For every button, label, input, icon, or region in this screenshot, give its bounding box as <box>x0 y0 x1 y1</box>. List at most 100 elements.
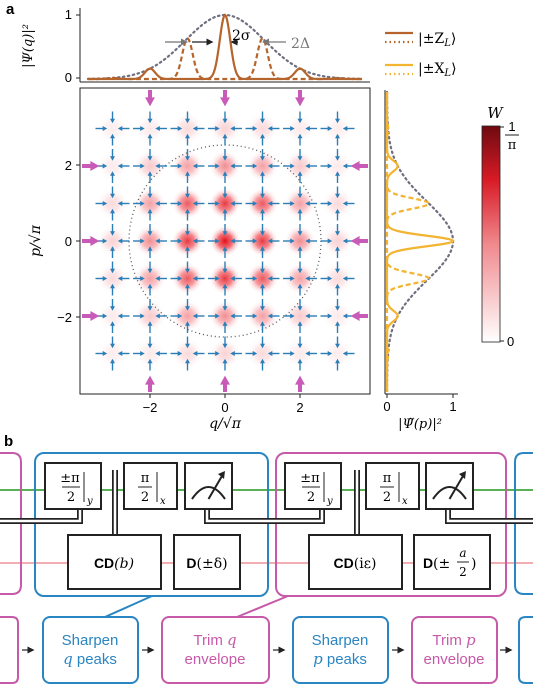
flow-arrow <box>320 276 333 281</box>
wigner-peak <box>96 337 129 370</box>
wigner-peak <box>96 112 129 145</box>
flow-arrow <box>110 283 115 296</box>
side-plot: 0 1 |Ψ̃(p)|² <box>383 90 458 432</box>
flow-arrow <box>155 201 167 206</box>
flow-arrows <box>95 111 355 371</box>
flow-arrow <box>185 321 190 333</box>
flow-arrow <box>222 149 228 161</box>
flow-arrow <box>170 238 183 244</box>
flow-arrow <box>192 201 205 206</box>
flow-arrow <box>335 171 340 183</box>
flow-arrow <box>222 336 228 349</box>
flow-arrow <box>260 261 265 274</box>
svg-text:Trim q: Trim q <box>193 631 236 649</box>
flow-arrow <box>267 351 280 356</box>
flow-arrow <box>185 186 190 199</box>
svg-text:±π: ±π <box>60 471 80 486</box>
wigner-peak <box>284 225 316 257</box>
flow-arrow <box>230 351 242 356</box>
wigner-peak <box>246 187 279 220</box>
flow-arrow <box>185 283 190 296</box>
flow-arrow <box>335 246 340 258</box>
step-sharpen-p: Sharpen p peaks <box>292 616 389 684</box>
flow-arrow <box>208 201 220 206</box>
wigner-peak <box>321 150 354 182</box>
main-xlabel: q/√π <box>209 416 242 432</box>
flow-arrow <box>133 351 145 356</box>
flow-arrow <box>155 163 167 169</box>
flow-arrow <box>208 276 220 281</box>
flow-arrow <box>297 299 303 311</box>
side-xlabel: |Ψ̃(p)|² <box>398 417 442 432</box>
colorbar-top-den: π <box>508 138 517 153</box>
flow-arrow <box>155 313 167 319</box>
flow-arrow <box>185 224 190 236</box>
flow-arrow <box>222 358 228 371</box>
flow-arrow <box>117 163 130 169</box>
flow-arrow <box>185 208 190 221</box>
legend-z-label: |±ZL⟩ <box>418 31 456 49</box>
flow-arrow <box>230 126 242 131</box>
legend-x-label: |±XL⟩ <box>418 61 457 79</box>
flow-arrow <box>342 201 355 206</box>
flow-arrow <box>335 321 340 333</box>
flow-arrow <box>222 111 228 124</box>
flow-arrow <box>192 126 205 131</box>
svg-text:2: 2 <box>67 490 75 505</box>
pump-arrow <box>82 161 100 171</box>
main-xtick-0: 0 <box>221 400 228 415</box>
wigner-peak <box>246 225 279 257</box>
pump-arrow <box>145 375 155 392</box>
flow-arrow <box>230 238 242 244</box>
pump-arrow <box>295 90 305 107</box>
flow-arrow <box>335 208 340 221</box>
side-envelope-curve <box>385 90 455 394</box>
pump-arrow <box>220 90 230 107</box>
svg-text:2: 2 <box>307 490 315 505</box>
flow-arrow <box>147 299 153 311</box>
flow-arrow <box>110 321 115 333</box>
flow-arrow <box>133 313 145 319</box>
flow-arrow <box>192 238 205 244</box>
wigner-peak <box>171 187 204 220</box>
wigner-peak <box>246 337 279 370</box>
flow-arrow <box>335 133 340 146</box>
flow-arrow <box>192 313 205 319</box>
colorbar-bottom: 0 <box>507 334 514 349</box>
flow-arrow <box>110 186 115 199</box>
flow-arrow <box>147 246 153 258</box>
flow-arrow <box>147 111 153 124</box>
svg-text:D: D <box>423 555 433 571</box>
flow-arrow <box>133 201 145 206</box>
flow-arrow <box>95 351 108 356</box>
flow-arrow <box>230 201 242 206</box>
wigner-peak <box>171 112 204 145</box>
flow-arrow <box>283 126 295 131</box>
flow-arrow <box>260 283 265 296</box>
wigner-peak <box>284 300 316 332</box>
flow-arrow <box>245 351 258 356</box>
flow-arrow <box>297 336 303 349</box>
wigner-peak <box>209 112 241 145</box>
flow-arrow <box>208 238 220 244</box>
flow-arrow <box>260 149 265 161</box>
flow-arrow <box>117 351 130 356</box>
svg-text:envelope: envelope <box>185 651 246 668</box>
svg-text:Sharpen: Sharpen <box>312 632 369 649</box>
wigner-peak <box>246 300 279 332</box>
displacement-gate-2: D (± a 2 ) <box>413 534 491 590</box>
flow-arrow <box>147 186 153 199</box>
main-xtick-neg2: −2 <box>143 400 158 415</box>
flow-arrow <box>117 313 130 319</box>
flow-arrow <box>297 149 303 161</box>
wigner-peaks <box>96 112 354 370</box>
top-envelope-curve <box>86 13 364 80</box>
flow-arrow <box>245 163 258 169</box>
top-ytick-1: 1 <box>65 7 72 22</box>
flow-arrow <box>260 171 265 183</box>
pump-arrows <box>82 90 368 392</box>
rotation-gate-3: ±π 2 y <box>284 462 342 510</box>
flow-arrow <box>267 126 280 131</box>
wigner-peak <box>284 187 316 220</box>
flow-arrow <box>260 111 265 124</box>
